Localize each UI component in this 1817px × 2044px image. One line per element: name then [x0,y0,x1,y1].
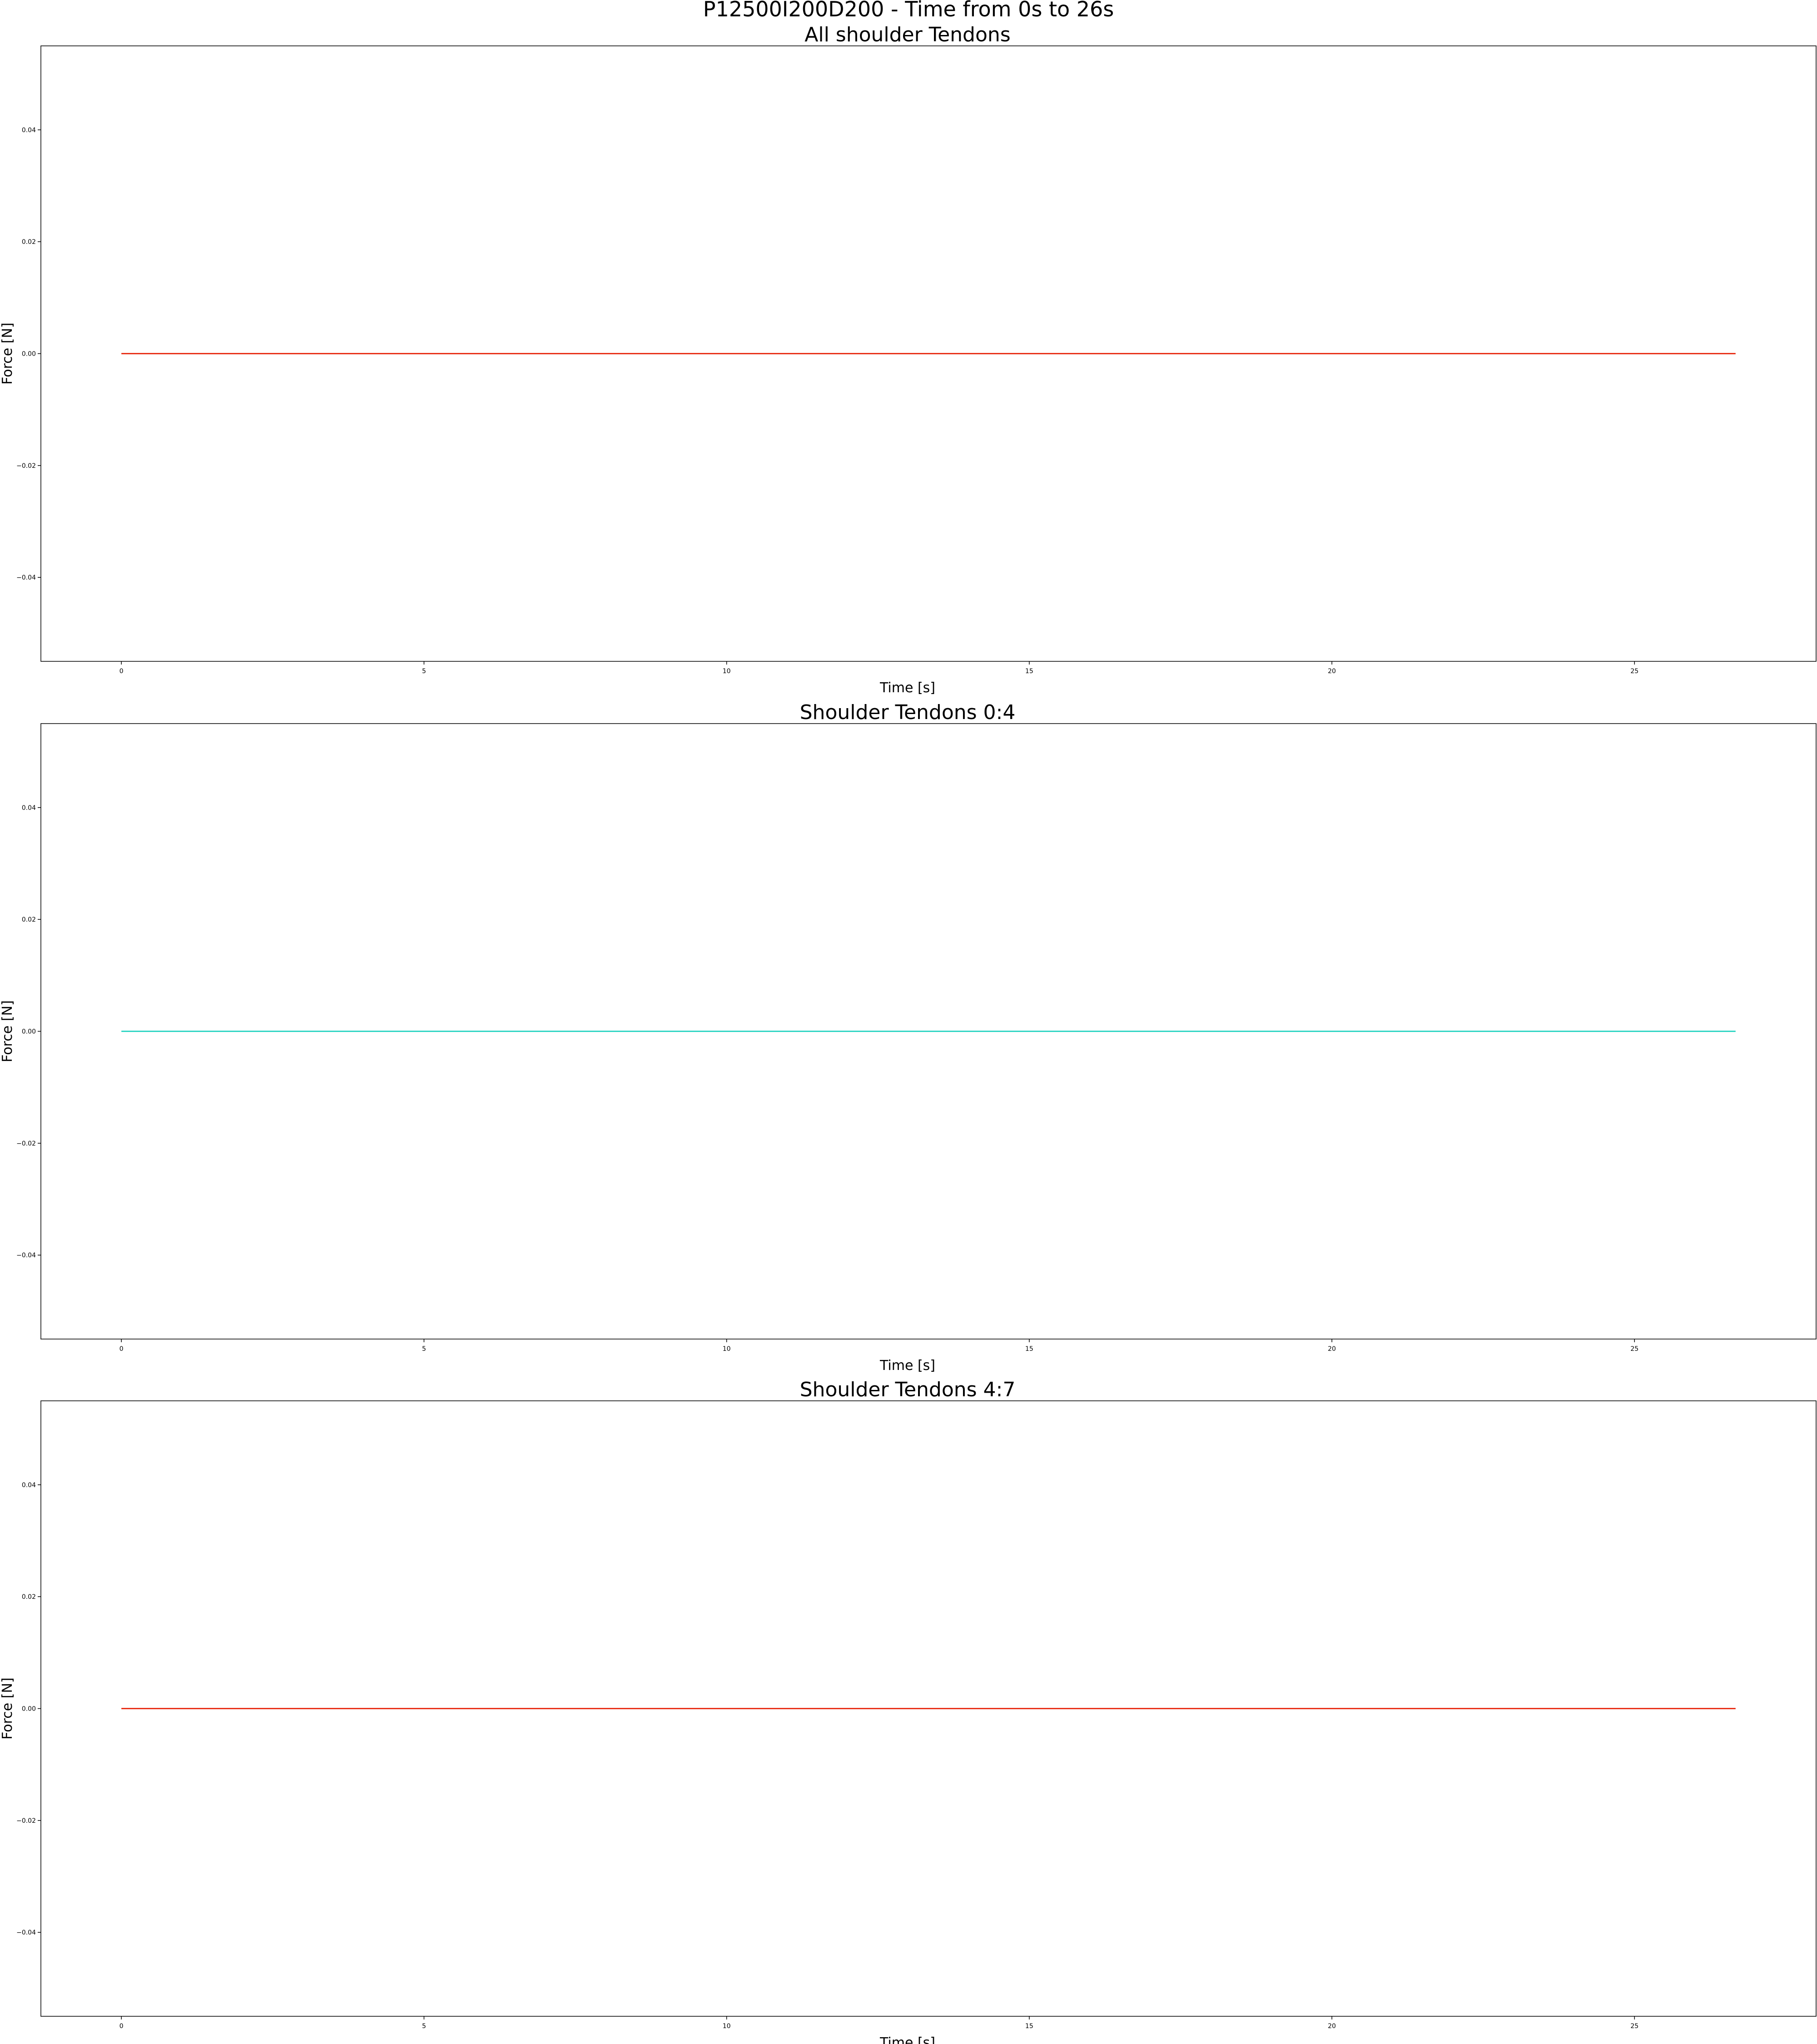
axes-3: Shoulder Tendons 4:7 0 5 10 15 20 25 0.04 0.02 0.… [0,1378,1817,2044]
x-tick-label: 10 [723,668,731,675]
y-axis-label: Force [N] [0,1000,15,1062]
x-tick-label: 25 [1630,668,1638,675]
x-tick-label: 20 [1328,668,1336,675]
y-tick-label: −0.02 [16,1140,36,1147]
axes-root: All shoulder Tendons 0 5 10 15 20 25 0.04 0.02 0.… [0,23,1817,2044]
x-axis-label: Time [s] [879,1358,935,1374]
y-tick-label: −0.02 [16,462,36,470]
x-tick-label: 0 [119,668,124,675]
y-axis-label: Force [N] [0,322,15,385]
axes-2: Shoulder Tendons 0:4 0 5 10 15 20 25 0.04 0.02 0.… [0,701,1817,1374]
axes-title: All shoulder Tendons [804,23,1010,46]
x-tick-label: 20 [1328,2023,1336,2030]
y-tick-label: −0.02 [16,1817,36,1825]
x-tick-label: 15 [1025,1345,1033,1353]
axes-title: Shoulder Tendons 4:7 [800,1378,1016,1401]
y-tick-label: −0.04 [16,574,36,581]
x-tick-label: 20 [1328,1345,1336,1353]
x-tick-label: 15 [1025,2023,1033,2030]
x-tick-label: 10 [723,1345,731,1353]
x-tick-label: 5 [422,668,426,675]
axes-title: Shoulder Tendons 0:4 [800,701,1016,724]
y-tick-label: 0.04 [22,1482,36,1489]
x-tick-label: 0 [119,2023,124,2030]
y-tick-label: 0.02 [22,916,36,923]
axes-1: All shoulder Tendons 0 5 10 15 20 25 0.04 0.02 0.… [0,23,1817,696]
x-tick-label: 0 [119,1345,124,1353]
x-axis-label: Time [s] [879,2035,935,2044]
y-tick-label: −0.04 [16,1929,36,1936]
y-axis-label: Force [N] [0,1677,15,1740]
x-tick-label: 25 [1630,2023,1638,2030]
figure-suptitle: P12500I200D200 - Time from 0s to 26s [703,0,1114,21]
y-tick-label: 0.02 [22,238,36,246]
x-axis-label: Time [s] [879,680,935,696]
y-tick-label: 0.04 [22,127,36,134]
x-tick-label: 5 [422,2023,426,2030]
y-tick-label: 0.00 [22,351,36,358]
y-tick-label: 0.04 [22,804,36,812]
y-tick-label: 0.00 [22,1028,36,1036]
x-tick-label: 15 [1025,668,1033,675]
y-tick-label: 0.02 [22,1593,36,1601]
y-tick-label: 0.00 [22,1706,36,1713]
x-tick-label: 10 [723,2023,731,2030]
y-tick-label: −0.04 [16,1252,36,1259]
x-tick-label: 25 [1630,1345,1638,1353]
x-tick-label: 5 [422,1345,426,1353]
